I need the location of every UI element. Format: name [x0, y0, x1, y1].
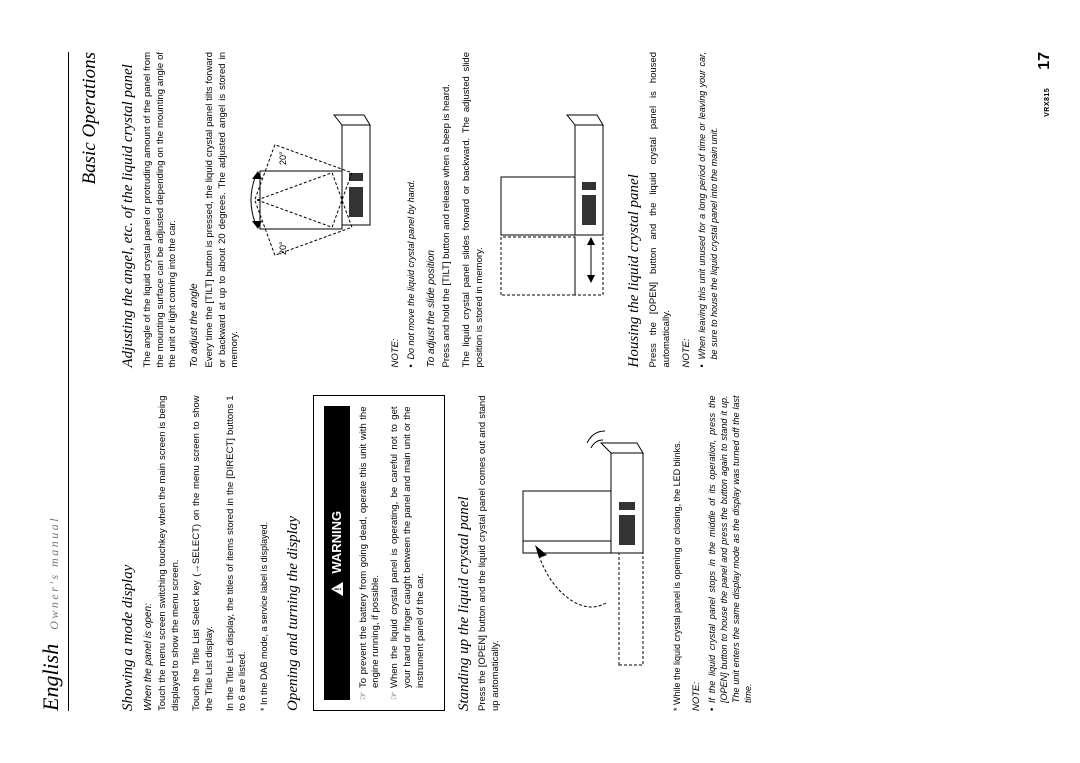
manual-page: English Owner's manual Basic Operations …: [0, 0, 1080, 763]
model-label: VRX815: [1044, 88, 1051, 117]
page-footer: VRX815 17: [1036, 52, 1054, 117]
content-columns: Showing a mode display When the panel is…: [119, 52, 763, 711]
warn-item-2: ☞When the liquid crystal panel is operat…: [389, 407, 427, 701]
tilt-label-b: 20°: [278, 151, 288, 165]
warning-label: WARNING: [324, 407, 350, 701]
warning-text: WARNING: [328, 511, 346, 574]
housing-p: Press the [OPEN] button and the liquid c…: [648, 52, 674, 368]
figure-slide: [495, 95, 615, 325]
section-adjusting: Adjusting the angel, etc. of the liquid …: [119, 52, 138, 368]
showing-p1: Touch the menu screen switching touchkey…: [157, 396, 183, 712]
note-label-r1: NOTE:: [390, 52, 403, 368]
note-left-1: If the liquid crystal panel stops in the…: [706, 396, 755, 712]
star-note: * While the liquid crystal panel is open…: [671, 396, 683, 712]
warning-box: WARNING ☞To prevent the battery from goi…: [313, 396, 445, 712]
page-header: English Owner's manual: [38, 52, 69, 711]
showing-sub: When the panel is open:: [142, 396, 156, 712]
adj-sub1: To adjust the angle: [188, 52, 202, 368]
note-label-left: NOTE:: [691, 396, 704, 712]
showing-p4: * In the DAB mode, a service label is di…: [258, 396, 270, 712]
page-number: 17: [1036, 52, 1054, 70]
adj-p1: The angle of the liquid crystal panel or…: [142, 52, 180, 368]
showing-p2: Touch the Title List Select key (→SELECT…: [191, 396, 217, 712]
adj-sub2: To adjust the slide position: [425, 52, 439, 368]
standing-p: Press the [OPEN] button and the liquid c…: [477, 396, 503, 712]
warn-item-1: ☞To prevent the battery from going dead,…: [358, 407, 384, 701]
left-column: Showing a mode display When the panel is…: [119, 396, 763, 712]
manual-label: Owner's manual: [47, 516, 62, 630]
hand-icon: ☞: [389, 691, 402, 700]
warning-triangle-icon: [331, 582, 343, 596]
section-opening: Opening and turning the display: [284, 396, 303, 712]
section-standing: Standing up the liquid crystal panel: [455, 396, 474, 712]
note-r2: When leaving this unit unused for a long…: [696, 52, 720, 368]
section-housing: Housing the liquid crystal panel: [625, 52, 644, 368]
hand-icon: ☞: [358, 691, 371, 700]
language-label: English: [38, 644, 64, 711]
chapter-title: Basic Operations: [79, 52, 101, 711]
adj-p2: Every time the [TILT] button is pressed,…: [204, 52, 242, 368]
adj-p3: Press and hold the [TILT] button and rel…: [441, 52, 454, 368]
note-r1: Do not move the liquid crystal panel by …: [405, 52, 417, 368]
note-label-r2: NOTE:: [681, 52, 694, 368]
right-column: Adjusting the angel, etc. of the liquid …: [119, 52, 763, 368]
figure-standing-panel: [511, 413, 661, 693]
figure-tilt: 20° 20°: [250, 95, 380, 325]
section-showing: Showing a mode display: [119, 396, 138, 712]
showing-p3: In the Title List display, the titles of…: [225, 396, 251, 712]
tilt-label-a: 20°: [278, 241, 288, 255]
adj-p4: The liquid crystal panel slides forward …: [461, 52, 487, 368]
